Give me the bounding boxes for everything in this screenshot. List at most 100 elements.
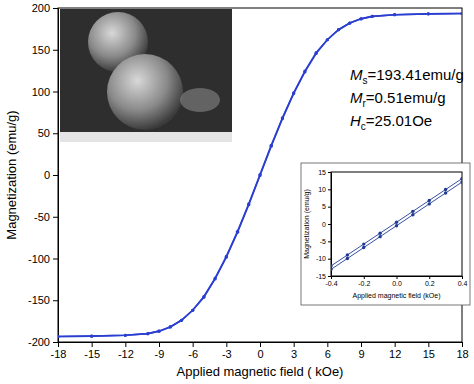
series-marker (395, 221, 398, 224)
series-marker (157, 330, 160, 333)
y-tick-mark (53, 175, 58, 176)
annotation-text: =25.01Oe (366, 112, 432, 129)
x-tick-label: -6 (188, 348, 198, 360)
series-marker (444, 188, 447, 191)
series-line (331, 179, 462, 266)
series-marker (362, 246, 365, 249)
x-tick-label: 18 (456, 348, 468, 360)
series-marker (395, 224, 398, 227)
sem-image (60, 9, 232, 142)
annotations: Ms=193.41emu/gMr=0.51emu/gHc=25.01Oe (350, 66, 464, 132)
y-tick-mark (328, 172, 331, 173)
y-tick: -15 (316, 273, 331, 280)
y-tick-label: -100 (28, 253, 50, 265)
series-marker (460, 177, 462, 180)
x-tick-mark (159, 342, 160, 347)
y-axis-title: Magnetization (emu/g) (303, 189, 311, 259)
plot-frame (331, 172, 462, 276)
series-marker (191, 309, 194, 312)
y-tick: 200 (32, 2, 58, 14)
series-line (331, 182, 462, 269)
series-marker (58, 335, 60, 338)
x-tick-label: -0.2 (358, 280, 370, 287)
y-tick: 15 (318, 169, 331, 176)
x-tick-mark (125, 342, 126, 347)
series-marker (359, 17, 362, 20)
x-axis: -0.4-0.20.00.20.4 (325, 276, 467, 287)
series-marker (460, 180, 462, 183)
series-marker (124, 334, 127, 337)
y-tick-mark (53, 300, 58, 301)
y-tick-label: 100 (32, 86, 50, 98)
series-marker (146, 332, 149, 335)
series-marker (214, 277, 217, 280)
y-tick: 10 (318, 186, 331, 193)
series-marker (428, 202, 431, 205)
series-marker (169, 325, 172, 328)
series-marker (58, 335, 60, 338)
y-tick: -200 (28, 336, 58, 348)
y-axis: -15-10-5051015 (316, 169, 332, 280)
x-tick-mark (397, 276, 398, 279)
x-tick: 18 (456, 342, 468, 360)
x-tick: 0 (257, 342, 263, 360)
x-tick: 3 (291, 342, 297, 360)
x-tick: -12 (118, 342, 134, 360)
x-tick-label: -9 (155, 348, 165, 360)
x-tick-label: 0 (257, 348, 263, 360)
y-tick: -150 (28, 294, 58, 306)
series-marker (202, 295, 205, 298)
y-axis: -200-150-100-50050100150200 (28, 2, 59, 348)
x-tick-mark (462, 342, 463, 347)
y-tick-mark (53, 8, 58, 9)
y-tick-label: 0 (322, 221, 326, 228)
x-tick: 0.2 (425, 276, 435, 287)
y-axis-title: Magnetization (emu/g) (4, 110, 19, 239)
x-tick: 9 (358, 342, 364, 360)
x-tick-label: 3 (291, 348, 297, 360)
x-tick: 6 (325, 342, 331, 360)
y-tick-mark (53, 259, 58, 260)
y-tick: -50 (34, 211, 58, 223)
y-tick: 150 (32, 44, 58, 56)
y-axis-line (331, 173, 332, 277)
sem-particle (107, 54, 183, 130)
x-tick-label: 0.0 (392, 280, 402, 287)
x-tick: -0.2 (358, 276, 370, 287)
y-tick-mark (328, 241, 331, 242)
y-tick-label: -15 (316, 273, 326, 280)
inset-panel (301, 163, 470, 305)
annotation-text: =0.51emu/g (366, 89, 446, 106)
x-axis-title: Applied magnetic field (kOe) (353, 292, 441, 300)
y-tick-mark (53, 92, 58, 93)
series-marker (90, 335, 93, 338)
series-marker (362, 242, 365, 245)
y-tick-mark (53, 342, 58, 343)
series-marker (146, 332, 149, 335)
series-marker (346, 253, 349, 256)
x-tick-mark (226, 342, 227, 347)
y-tick-label: -10 (316, 255, 326, 262)
sem-fragment (180, 88, 220, 112)
series-marker (337, 28, 340, 31)
series-marker (331, 264, 333, 267)
y-tick: 0 (44, 169, 58, 181)
series-marker (460, 12, 462, 15)
series-marker (346, 257, 349, 260)
series-marker (124, 334, 127, 337)
series-marker (444, 191, 447, 194)
series-marker (411, 210, 414, 213)
x-tick-mark (429, 276, 430, 279)
series-marker (169, 325, 172, 328)
x-tick-label: -18 (51, 348, 67, 360)
annotation: Hc=25.01Oe (350, 112, 432, 132)
x-tick: 0.4 (458, 276, 468, 287)
x-tick-mark (193, 342, 194, 347)
x-tick-label: 15 (423, 348, 435, 360)
x-tick-mark (428, 342, 429, 347)
annotation: Mr=0.51emu/g (350, 89, 446, 109)
x-tick: -18 (51, 342, 67, 360)
y-tick: -100 (28, 253, 58, 265)
series-marker (180, 319, 183, 322)
x-tick: 12 (389, 342, 401, 360)
